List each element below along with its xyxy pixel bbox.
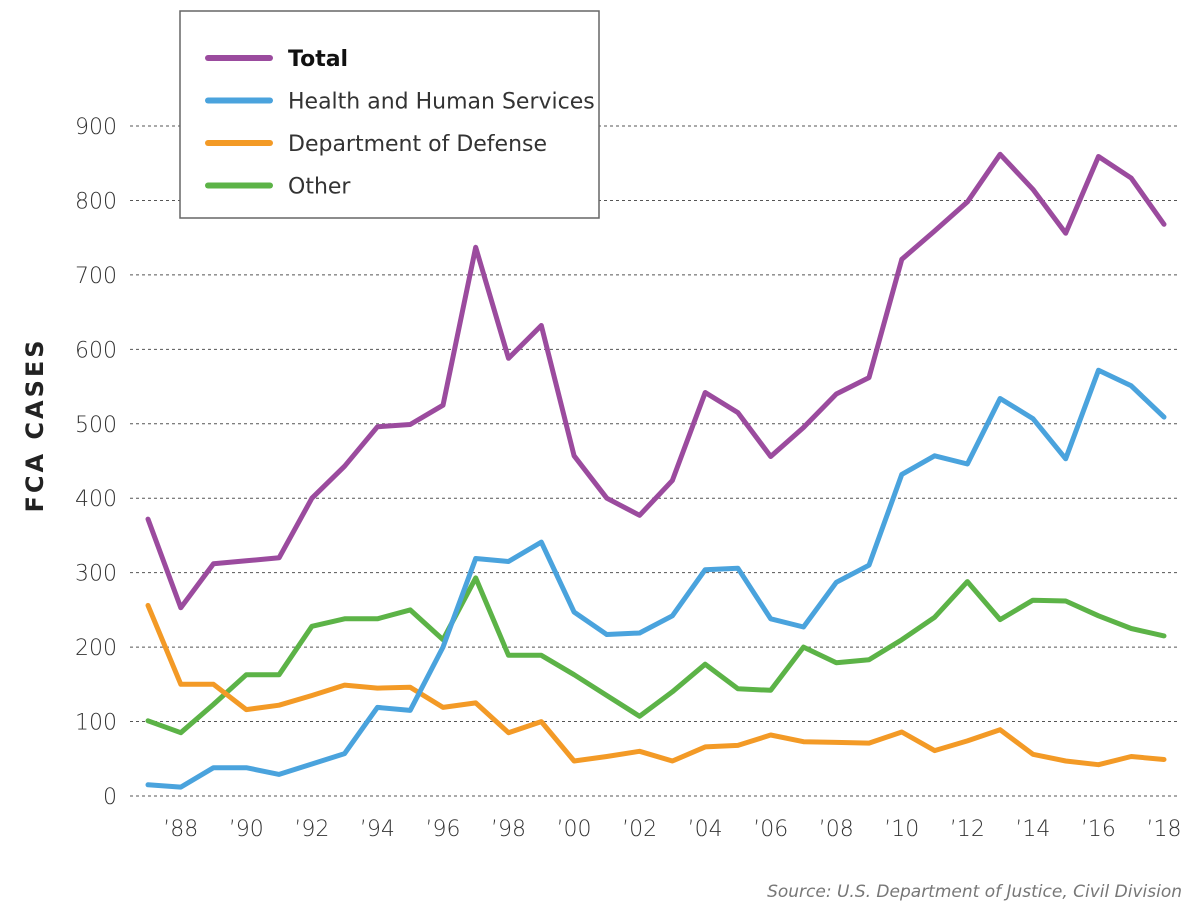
y-axis-ticks: 0 100 200 300 400 500 600 700 800 900 xyxy=(75,115,117,810)
y-tick-label: 500 xyxy=(75,413,117,438)
x-tick-label: ’02 xyxy=(622,817,657,842)
x-tick-label: ’06 xyxy=(753,817,788,842)
legend-label: Health and Human Services xyxy=(288,90,595,115)
series-line-other xyxy=(145,575,1167,736)
y-tick-label: 100 xyxy=(75,711,117,736)
source-note: Source: U.S. Department of Justice, Civi… xyxy=(767,882,1182,902)
y-tick-label: 200 xyxy=(75,636,117,661)
x-tick-label: ’08 xyxy=(819,817,854,842)
x-tick-label: ’04 xyxy=(688,817,723,842)
series-line-department-of-defense xyxy=(145,602,1167,768)
y-tick-label: 800 xyxy=(75,189,117,214)
x-tick-label: ’96 xyxy=(425,817,460,842)
legend-label: Other xyxy=(288,175,351,200)
x-tick-label: ’90 xyxy=(229,817,264,842)
x-tick-label: ’14 xyxy=(1015,817,1050,842)
y-tick-label: 600 xyxy=(75,338,117,363)
series-lines xyxy=(145,151,1167,790)
grid-lines xyxy=(130,125,1180,797)
x-tick-label: ’98 xyxy=(491,817,526,842)
y-tick-label: 300 xyxy=(75,562,117,587)
legend-label: Total xyxy=(288,47,348,72)
x-tick-label: ’12 xyxy=(950,817,985,842)
y-tick-label: 400 xyxy=(75,487,117,512)
x-axis-ticks: ’88 ’90 ’92 ’94 ’96 ’98 ’00 ’02 ’04 ’06 ’08 ’10 ’12 ’… xyxy=(163,817,1181,842)
legend: Total Health and Human Services Department… xyxy=(179,10,600,219)
x-tick-label: ’10 xyxy=(884,817,919,842)
x-tick-label: ’18 xyxy=(1147,817,1182,842)
x-tick-label: ’16 xyxy=(1081,817,1116,842)
y-tick-label: 900 xyxy=(75,115,117,140)
series-line-health-and-human-services xyxy=(145,367,1167,790)
y-axis-label: FCA CASES xyxy=(21,337,49,512)
y-tick-label: 700 xyxy=(75,264,117,289)
x-tick-label: ’88 xyxy=(163,817,198,842)
x-tick-label: ’94 xyxy=(360,817,395,842)
y-tick-label: 0 xyxy=(103,785,117,810)
legend-label: Department of Defense xyxy=(288,132,547,157)
x-tick-label: ’92 xyxy=(294,817,329,842)
series-line-total xyxy=(145,151,1167,611)
x-tick-label: ’00 xyxy=(557,817,592,842)
